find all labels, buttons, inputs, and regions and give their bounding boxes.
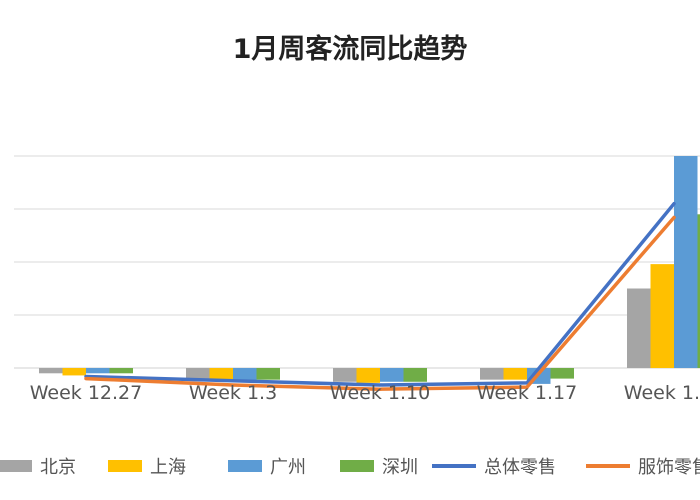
bar <box>109 368 133 374</box>
legend-swatch <box>228 460 262 472</box>
bar <box>550 368 574 379</box>
legend-label: 北京 <box>40 457 76 478</box>
bar <box>674 156 698 368</box>
bar <box>62 368 86 376</box>
bar <box>333 368 357 382</box>
x-tick-label: Week 12.27 <box>30 382 143 404</box>
bar <box>503 368 527 380</box>
legend-label: 深圳 <box>382 457 418 478</box>
bar <box>356 368 380 383</box>
bar <box>233 368 257 381</box>
x-axis: Week 12.27 Week 1.3 Week 1.10 Week 1.17 Week… <box>30 382 700 404</box>
bar <box>186 368 210 380</box>
bar <box>209 368 233 380</box>
legend-swatch <box>340 460 374 472</box>
legend-label: 服饰零售 <box>638 457 700 478</box>
legend-label: 总体零售 <box>484 457 556 478</box>
legend-swatch <box>0 460 32 472</box>
bar <box>650 264 674 368</box>
x-tick-label: Week 1.17 <box>477 382 577 404</box>
bars <box>39 156 700 384</box>
gridlines <box>14 155 700 369</box>
series-line <box>84 215 676 391</box>
bar <box>86 368 110 374</box>
bar <box>380 368 404 382</box>
legend: 北京 上海 广州 深圳 总体零售 服饰零售 <box>0 457 700 478</box>
legend-label: 上海 <box>150 457 186 478</box>
x-tick-label: Week 1.24 <box>624 382 700 404</box>
series-line <box>84 201 676 387</box>
legend-label: 广州 <box>270 457 306 478</box>
chart-title: 1月周客流同比趋势 <box>233 33 468 65</box>
bar <box>627 288 651 368</box>
x-tick-label: Week 1.10 <box>330 382 430 404</box>
bar <box>39 368 63 374</box>
bar <box>697 214 700 368</box>
x-tick-label: Week 1.3 <box>189 382 277 404</box>
bar <box>256 368 280 380</box>
lines <box>84 201 676 391</box>
bar <box>403 368 427 382</box>
bar <box>480 368 504 380</box>
legend-swatch <box>108 460 142 472</box>
